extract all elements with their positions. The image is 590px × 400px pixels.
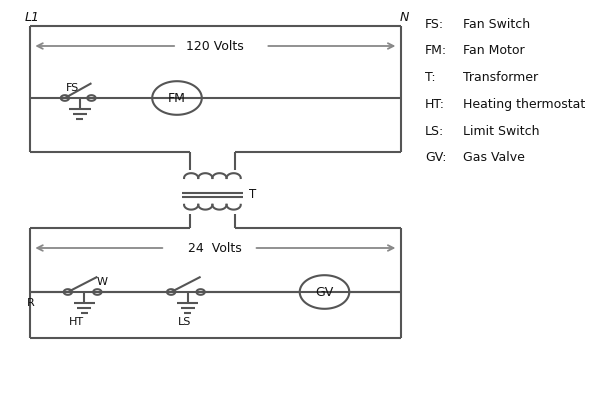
Text: HT:: HT: xyxy=(425,98,445,111)
Text: N: N xyxy=(399,11,409,24)
Text: HT: HT xyxy=(69,317,84,327)
Text: L1: L1 xyxy=(25,11,40,24)
Text: Fan Switch: Fan Switch xyxy=(463,18,530,30)
Text: W: W xyxy=(97,277,107,286)
Text: 120 Volts: 120 Volts xyxy=(186,40,244,52)
Text: Limit Switch: Limit Switch xyxy=(463,125,540,138)
Text: Transformer: Transformer xyxy=(463,71,538,84)
Text: Heating thermostat: Heating thermostat xyxy=(463,98,585,111)
Text: FS: FS xyxy=(65,83,79,93)
Text: LS:: LS: xyxy=(425,125,444,138)
Text: FS:: FS: xyxy=(425,18,444,30)
Text: 24  Volts: 24 Volts xyxy=(188,242,242,254)
Text: GV: GV xyxy=(316,286,333,298)
Text: GV:: GV: xyxy=(425,152,446,164)
Text: Fan Motor: Fan Motor xyxy=(463,44,525,57)
Text: LS: LS xyxy=(178,317,191,327)
Text: Gas Valve: Gas Valve xyxy=(463,152,525,164)
Text: FM:: FM: xyxy=(425,44,447,57)
Text: R: R xyxy=(27,298,34,308)
Text: FM: FM xyxy=(168,92,186,104)
Text: T:: T: xyxy=(425,71,435,84)
Text: T: T xyxy=(249,188,256,201)
